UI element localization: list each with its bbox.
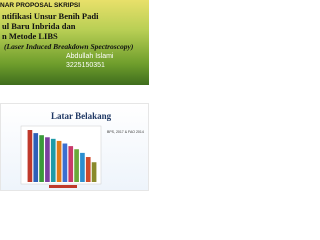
bar: [85, 157, 91, 182]
student-id: 3225150351: [66, 62, 105, 69]
title-line: (Laser Induced Breakdown Spectroscopy): [4, 42, 134, 51]
bar: [80, 152, 85, 182]
bar: [62, 143, 68, 182]
bar: [39, 135, 44, 182]
page: NAR PROPOSAL SKRIPSI ntifikasi Unsur Ben…: [0, 0, 149, 198]
seminar-label: NAR PROPOSAL SKRIPSI: [0, 2, 81, 9]
title-line: ntifikasi Unsur Benih Padi: [2, 11, 99, 21]
source-note: BPS, 2017 & FAO 2014: [107, 130, 144, 134]
title-line: n Metode LIBS: [2, 31, 58, 41]
bar: [74, 149, 79, 182]
bar: [56, 140, 62, 182]
bar: [45, 137, 50, 182]
bar: [91, 162, 97, 182]
bar: [33, 133, 39, 182]
bar: [68, 146, 74, 182]
content-slide: Latar Belakang BPS, 2017 & FAO 2014: [0, 103, 149, 191]
chart-caption-box: [49, 185, 77, 188]
bar: [50, 138, 56, 182]
title-line: ul Baru Inbrida dan: [2, 21, 76, 31]
bar: [27, 130, 33, 182]
title-slide: NAR PROPOSAL SKRIPSI ntifikasi Unsur Ben…: [0, 0, 149, 85]
chart: [20, 125, 102, 188]
slide-title: Latar Belakang: [51, 111, 112, 121]
author: Abdullah Islami: [66, 53, 114, 60]
